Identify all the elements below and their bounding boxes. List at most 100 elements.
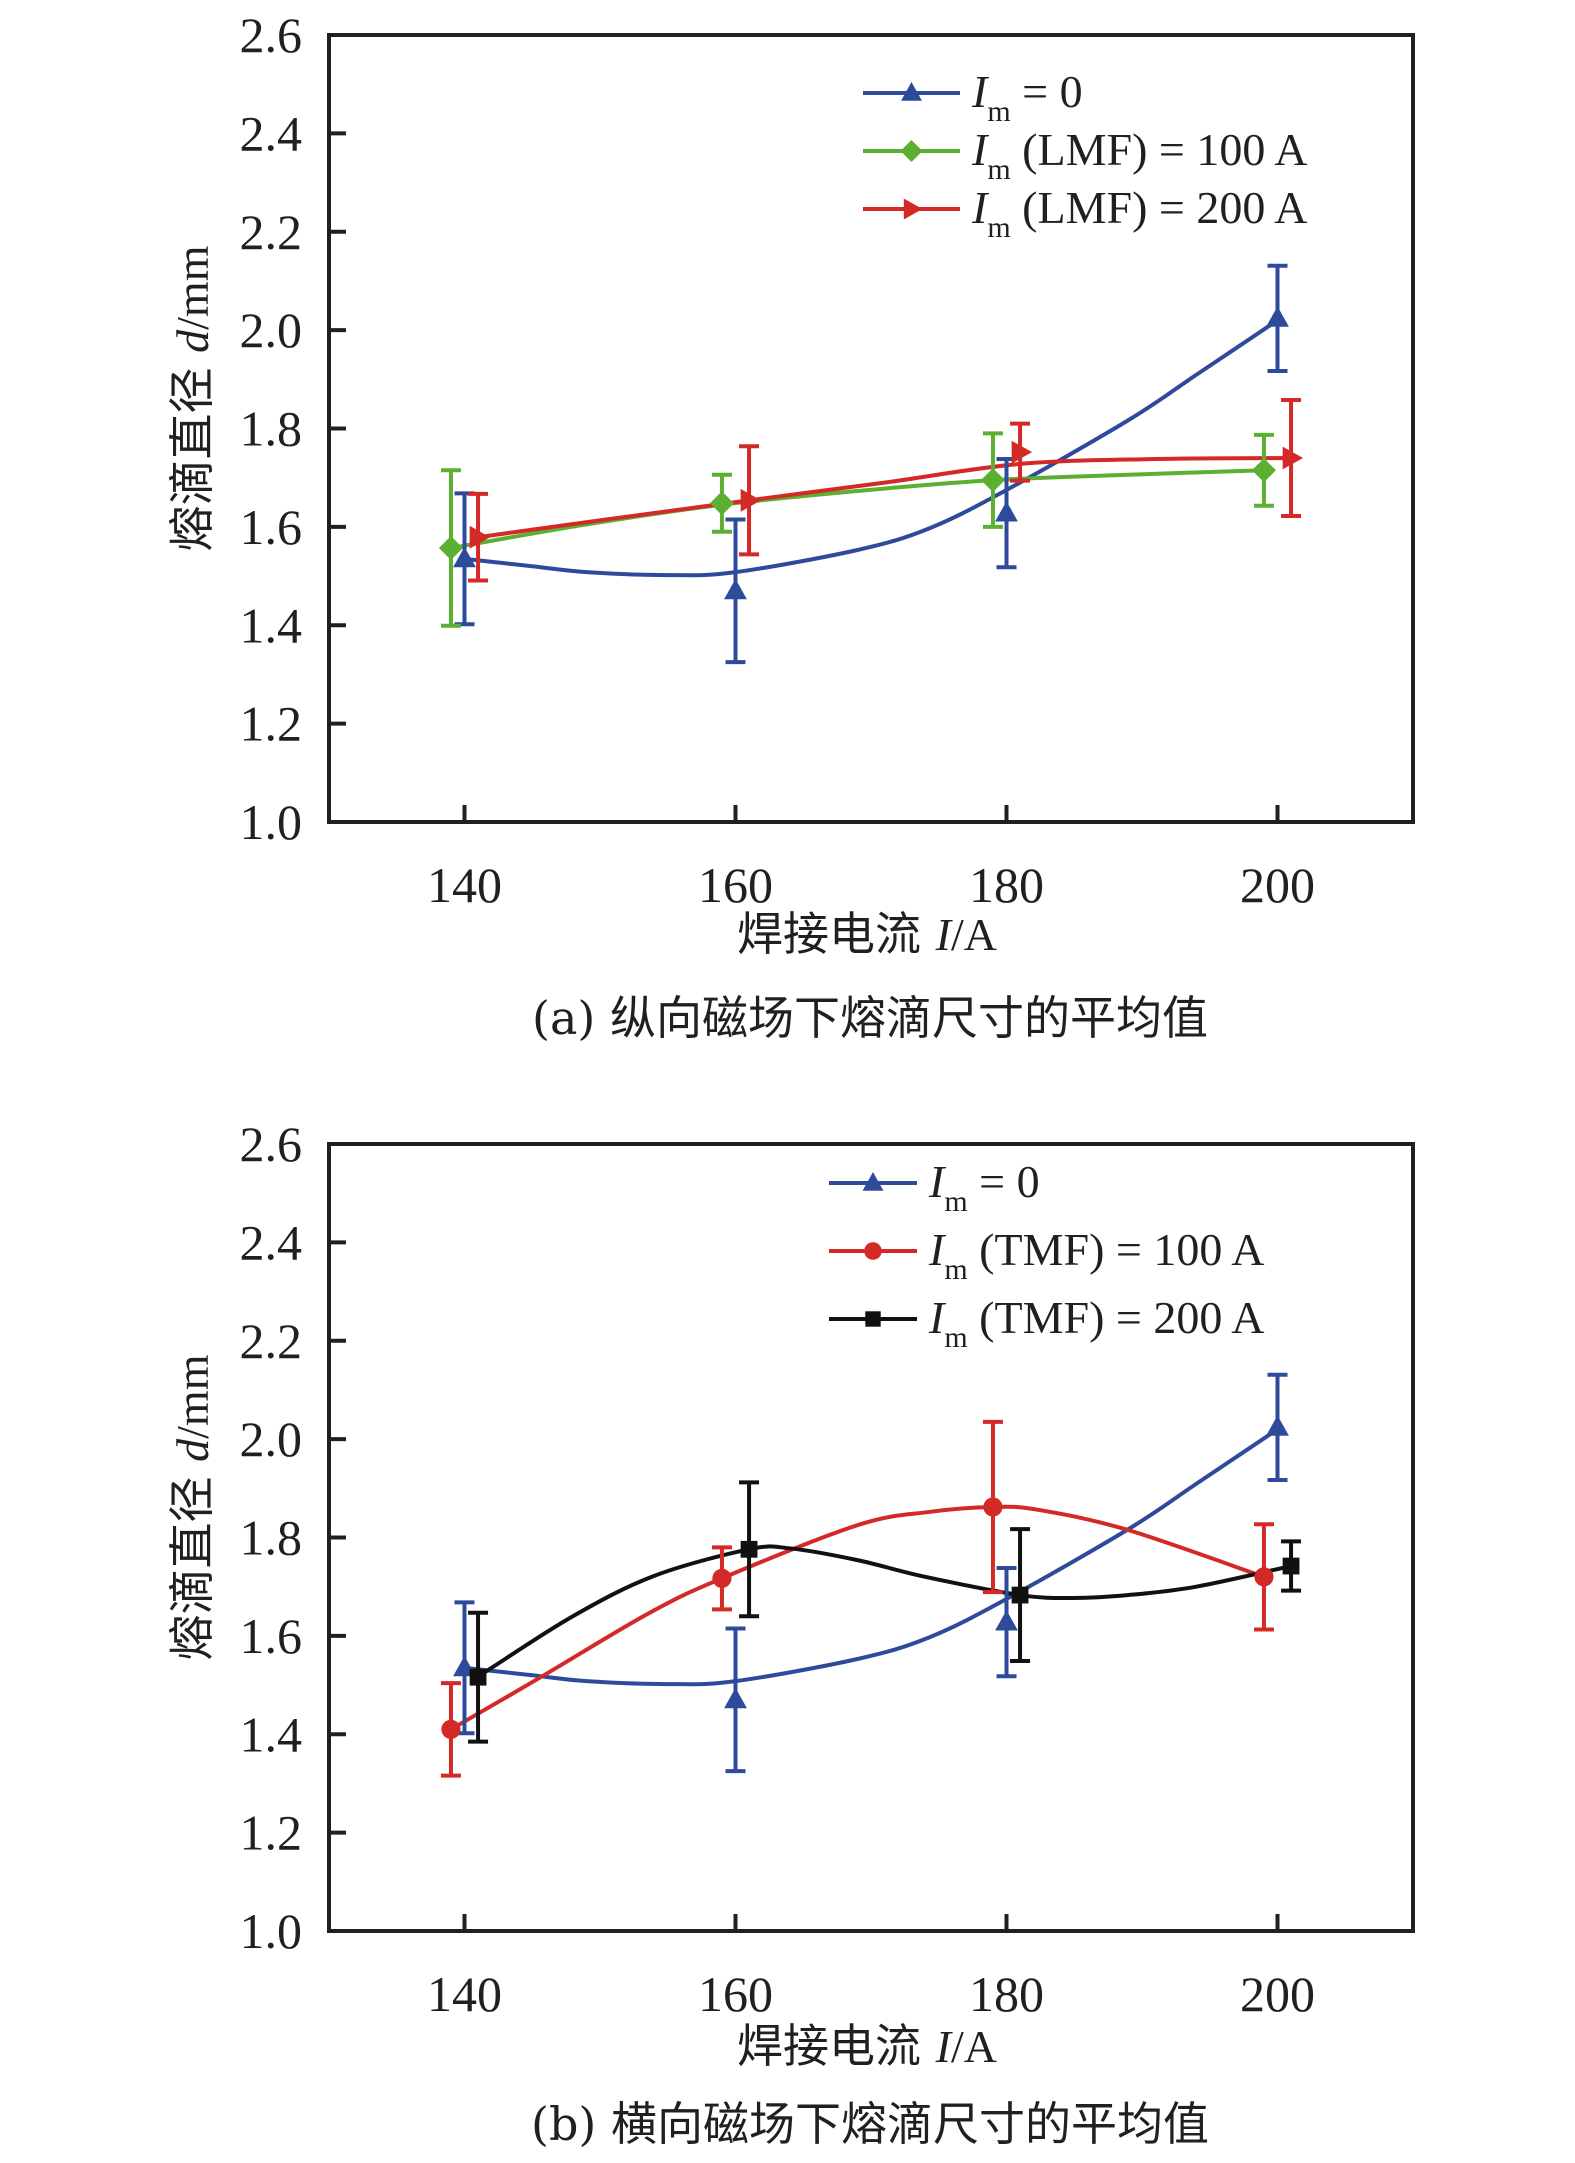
series-curve bbox=[476, 456, 1294, 540]
legend-label: Im (TMF) = 100 A bbox=[928, 1224, 1265, 1286]
y-axis-label-text: 熔滴直径 bbox=[165, 1462, 219, 1661]
data-point bbox=[469, 525, 491, 549]
data-point bbox=[740, 488, 762, 512]
x-axis-label-unit: /A bbox=[951, 2021, 997, 2072]
data-point bbox=[441, 1719, 461, 1739]
x-tick-label: 160 bbox=[698, 1966, 773, 2022]
y-axis-label: 熔滴直径 d/mm bbox=[165, 1354, 219, 1660]
legend-marker-icon bbox=[900, 140, 923, 162]
y-axis-label-text: 熔滴直径 bbox=[165, 353, 219, 552]
legend-label: Im (TMF) = 200 A bbox=[928, 1292, 1265, 1354]
x-axis-label-var: I bbox=[935, 909, 954, 960]
x-tick-label: 200 bbox=[1240, 1966, 1315, 2022]
panel-caption: (a) 纵向磁场下熔滴尺寸的平均值 bbox=[532, 991, 1208, 1045]
legend-label: Im (LMF) = 200 A bbox=[971, 182, 1308, 244]
data-point bbox=[712, 1568, 732, 1588]
legend-marker-icon bbox=[901, 82, 922, 101]
y-tick-label: 2.0 bbox=[240, 302, 303, 358]
data-point bbox=[469, 1668, 487, 1686]
data-markers bbox=[441, 1415, 1300, 1739]
series-curve bbox=[462, 1427, 1280, 1687]
error-bars bbox=[440, 1372, 1302, 1778]
y-tick-label: 2.4 bbox=[240, 1214, 303, 1270]
y-tick-labels: 1.0 1.2 1.4 1.6 1.8 2.0 2.2 2.4 2.6 bbox=[240, 7, 303, 850]
legend: Im = 0Im (LMF) = 100 AIm (LMF) = 200 A bbox=[863, 66, 1308, 244]
series-curve bbox=[448, 468, 1266, 551]
legend-label: Im = 0 bbox=[928, 1156, 1040, 1218]
x-tick-label: 160 bbox=[698, 857, 773, 913]
data-point bbox=[1011, 1586, 1029, 1604]
y-tick-label: 2.6 bbox=[240, 1116, 303, 1172]
series-curves bbox=[448, 318, 1294, 578]
y-tick-label: 2.2 bbox=[240, 204, 303, 260]
series-curve bbox=[462, 318, 1280, 578]
data-point bbox=[1254, 1567, 1274, 1587]
x-axis-label-text: 焊接电流 bbox=[737, 2019, 936, 2073]
legend-item: Im (LMF) = 100 A bbox=[863, 124, 1308, 186]
legend-item: Im = 0 bbox=[863, 66, 1083, 128]
x-axis-label: 焊接电流 I/A bbox=[737, 907, 997, 961]
x-axis-label-text: 焊接电流 bbox=[737, 907, 936, 961]
data-point bbox=[1011, 440, 1033, 464]
panel-b: 1.0 1.2 1.4 1.6 1.8 2.0 2.2 2.4 2.6 140 160 180 200… bbox=[165, 1116, 1415, 2151]
error-bars bbox=[440, 263, 1302, 665]
y-axis-label-var: d bbox=[167, 1438, 218, 1462]
y-tick-label: 1.6 bbox=[240, 499, 303, 555]
y-axis-label-var: d bbox=[167, 329, 218, 353]
data-point bbox=[1282, 1557, 1300, 1575]
y-tick-label: 1.4 bbox=[240, 597, 303, 653]
data-point bbox=[453, 546, 476, 568]
y-tick-label: 2.6 bbox=[240, 7, 303, 63]
y-tick-label: 1.8 bbox=[240, 1510, 303, 1566]
x-tick-labels: 140 160 180 200 bbox=[427, 857, 1315, 913]
x-tick-label: 180 bbox=[969, 857, 1044, 913]
y-tick-label: 2.0 bbox=[240, 1411, 303, 1467]
data-point bbox=[740, 1540, 758, 1558]
legend: Im = 0Im (TMF) = 100 AIm (TMF) = 200 A bbox=[829, 1156, 1265, 1354]
data-markers bbox=[438, 306, 1304, 600]
data-point bbox=[1282, 446, 1304, 470]
legend-item: Im (TMF) = 100 A bbox=[829, 1224, 1265, 1286]
y-tick-label: 1.2 bbox=[240, 1805, 303, 1861]
y-axis-label-unit: /mm bbox=[167, 245, 218, 330]
data-point bbox=[983, 1497, 1003, 1517]
y-axis-label-unit: /mm bbox=[167, 1354, 218, 1439]
x-tick-label: 140 bbox=[427, 1966, 502, 2022]
x-axis-label: 焊接电流 I/A bbox=[737, 2019, 997, 2073]
y-tick-label: 1.8 bbox=[240, 401, 303, 457]
y-tick-label: 1.4 bbox=[240, 1706, 303, 1762]
legend-item: Im (TMF) = 200 A bbox=[829, 1292, 1265, 1354]
data-point bbox=[724, 578, 747, 600]
panel-caption: (b) 横向磁场下熔滴尺寸的平均值 bbox=[531, 2097, 1209, 2151]
plot-frame bbox=[327, 33, 1415, 824]
x-tick-label: 140 bbox=[427, 857, 502, 913]
legend-marker-icon bbox=[862, 1172, 884, 1191]
x-tick-labels: 140 160 180 200 bbox=[427, 1966, 1315, 2022]
legend-label: Im (LMF) = 100 A bbox=[971, 124, 1308, 186]
data-point bbox=[724, 1687, 747, 1709]
legend-item: Im (LMF) = 200 A bbox=[863, 182, 1308, 244]
y-tick-label: 1.0 bbox=[240, 1903, 303, 1959]
plot-frame bbox=[327, 1142, 1415, 1933]
panel-a: 1.0 1.2 1.4 1.6 1.8 2.0 2.2 2.4 2.6 140 160 180 200… bbox=[165, 7, 1415, 1045]
legend-item: Im = 0 bbox=[829, 1156, 1040, 1218]
data-point bbox=[995, 1610, 1018, 1631]
data-point bbox=[1266, 1415, 1289, 1436]
legend-label: Im = 0 bbox=[971, 66, 1083, 128]
axis-ticks bbox=[329, 1240, 1280, 1931]
legend-marker-icon bbox=[903, 198, 923, 220]
x-axis-label-var: I bbox=[935, 2021, 954, 2072]
y-axis-label: 熔滴直径 d/mm bbox=[165, 245, 219, 551]
legend-marker-icon bbox=[865, 1311, 881, 1327]
legend-marker-icon bbox=[864, 1242, 882, 1260]
y-tick-label: 1.0 bbox=[240, 794, 303, 850]
y-tick-label: 2.2 bbox=[240, 1313, 303, 1369]
y-tick-label: 1.6 bbox=[240, 1608, 303, 1664]
y-tick-label: 1.2 bbox=[240, 696, 303, 752]
x-tick-label: 180 bbox=[969, 1966, 1044, 2022]
series-curve bbox=[476, 1544, 1294, 1680]
series-curves bbox=[448, 1427, 1294, 1732]
data-point bbox=[980, 468, 1005, 493]
x-axis-label-unit: /A bbox=[951, 909, 997, 960]
